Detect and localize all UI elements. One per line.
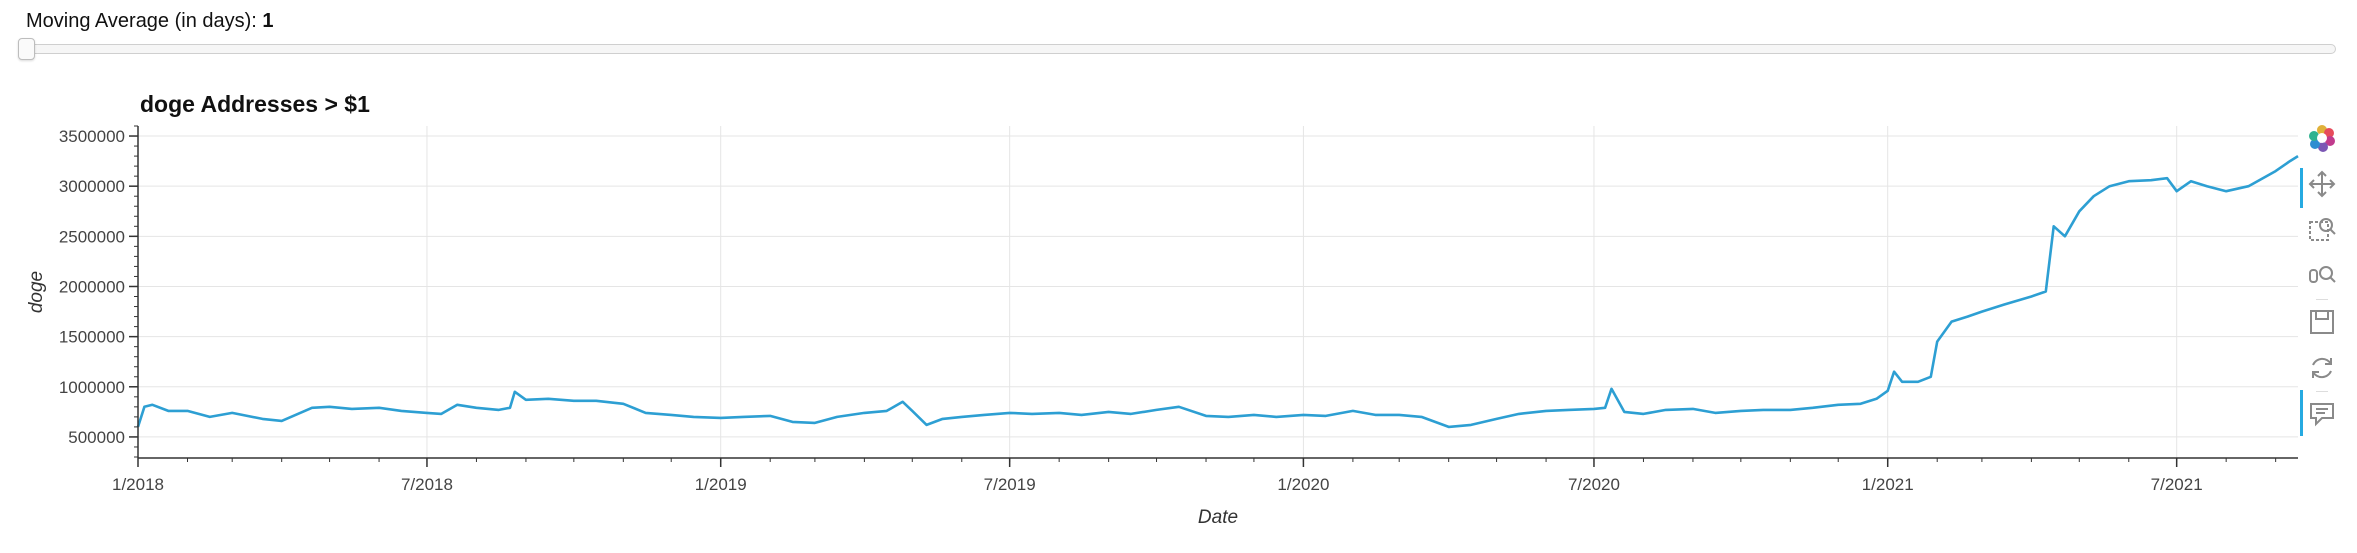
hover-icon[interactable] <box>2306 398 2338 430</box>
chart-svg: doge Addresses > $1 1/2018 7/2018 1/2019 7/… <box>26 91 2299 528</box>
chart-title: doge Addresses > $1 <box>140 91 370 117</box>
plot-area[interactable] <box>138 126 2298 458</box>
pan-active-indicator <box>2300 168 2303 208</box>
x-tick-label: 1/2019 <box>695 475 747 494</box>
y-tick-label: 1500000 <box>59 328 125 347</box>
x-tick-label: 7/2020 <box>1568 475 1620 494</box>
series-line[interactable] <box>136 154 2299 429</box>
grid-lines <box>137 126 2298 458</box>
y-axis-label: doge <box>26 271 47 313</box>
y-tick-label: 500000 <box>68 428 125 447</box>
moving-average-slider-handle[interactable] <box>18 38 35 60</box>
save-icon[interactable] <box>2306 306 2338 338</box>
x-axis-label: Date <box>1198 507 1238 528</box>
y-tick-label: 2500000 <box>59 227 125 246</box>
x-tick-label: 7/2021 <box>2151 475 2203 494</box>
axes: 1/2018 7/2018 1/2019 7/2019 1/2020 7/2020 1/20… <box>59 125 2298 494</box>
moving-average-label: Moving Average (in days): 1 <box>26 10 274 33</box>
x-tick-label: 7/2018 <box>401 475 453 494</box>
series-layer <box>136 154 2299 429</box>
y-tick-label: 1000000 <box>59 378 125 397</box>
moving-average-label-text: Moving Average (in days): <box>26 10 263 32</box>
box-zoom-icon[interactable] <box>2306 214 2338 246</box>
x-tick-label: 7/2019 <box>984 475 1036 494</box>
wheel-zoom-icon[interactable] <box>2306 260 2338 292</box>
chart-toolbar <box>2300 122 2342 452</box>
y-tick-label: 3500000 <box>59 127 125 146</box>
x-tick-label: 1/2018 <box>112 475 164 494</box>
bokeh-logo-icon[interactable] <box>2306 122 2338 154</box>
toolbar-separator <box>2316 299 2328 300</box>
reset-icon[interactable] <box>2306 352 2338 384</box>
moving-average-value: 1 <box>262 10 274 32</box>
y-tick-label: 2000000 <box>59 277 125 296</box>
pan-icon[interactable] <box>2306 168 2338 200</box>
x-tick-label: 1/2021 <box>1862 475 1914 494</box>
toolbar-separator <box>2316 391 2328 392</box>
hover-active-indicator <box>2300 390 2303 436</box>
y-tick-label: 3000000 <box>59 177 125 196</box>
x-tick-label: 1/2020 <box>1277 475 1329 494</box>
